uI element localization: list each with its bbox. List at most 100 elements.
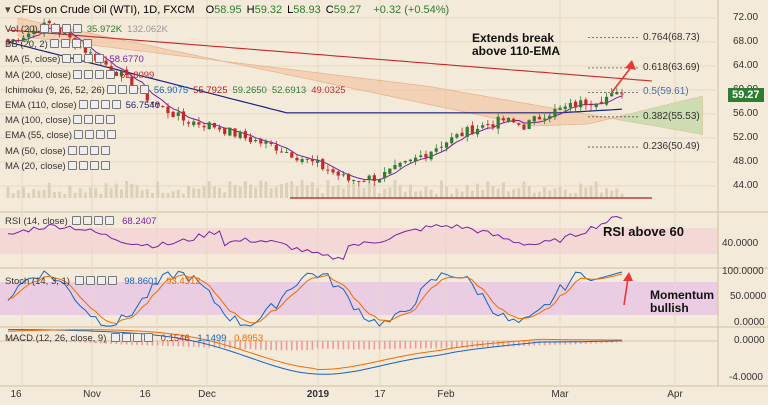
eye-icon[interactable] [67,145,77,155]
close-icon[interactable] [111,100,121,109]
legend-row[interactable]: BB (20, 2) [5,39,92,50]
settings-icon[interactable] [89,160,99,170]
close-icon[interactable] [106,115,115,125]
legend-row[interactable]: MA (5, close) 58.6770 [5,54,144,65]
eye-icon[interactable] [62,54,72,64]
gear-icon[interactable] [117,84,127,94]
eye-icon[interactable] [106,84,116,94]
macd-histogram-bar [290,341,293,351]
rsi-value: 68.2407 [122,216,157,227]
gear-icon[interactable] [60,39,70,49]
volume-bar [6,187,10,198]
settings-icon[interactable] [71,39,81,49]
candle-body [68,31,72,38]
settings-icon[interactable] [89,145,99,155]
legend-row[interactable]: Vol (20) 35.972K 132.062K [5,24,168,35]
gear-icon[interactable] [50,24,60,33]
close-icon[interactable] [100,160,110,170]
candle-body [166,106,170,114]
settings-icon[interactable] [95,69,104,79]
eye-icon[interactable] [67,160,77,170]
expand-icon[interactable]: ▾ [5,4,11,16]
legend-value: 58.6770 [109,54,144,66]
candle-body [21,37,26,41]
gear-icon[interactable] [78,160,88,170]
settings-icon[interactable] [94,216,104,225]
candle-body [419,155,423,157]
legend-row[interactable]: EMA (110, close) 56.7540 [5,100,160,111]
gear-icon[interactable] [84,115,93,125]
candle-body [37,31,41,33]
settings-icon[interactable] [95,115,104,125]
eye-icon[interactable] [73,69,82,79]
legend-row[interactable]: MA (100, close) [5,115,115,126]
settings-icon[interactable] [96,276,106,285]
macd-histogram-bar [492,341,494,347]
settings-icon[interactable] [61,24,71,33]
eye-icon[interactable] [78,100,88,109]
gear-icon[interactable] [85,276,95,285]
close-icon[interactable] [139,84,149,94]
gear-icon[interactable] [78,145,88,155]
legend-row[interactable]: MA (20, close) [5,160,110,172]
macd-histogram-bar [115,341,118,345]
eye-icon[interactable] [111,333,121,342]
close-icon[interactable] [100,145,110,155]
close-icon[interactable] [107,130,117,140]
macd-histogram-bar [389,341,391,350]
eye-icon[interactable] [39,24,49,33]
gear-icon[interactable] [83,216,93,225]
macd-histogram-bar [265,341,267,350]
close-icon[interactable] [107,276,117,285]
volume-bar [197,188,201,198]
volume-bar [506,191,510,198]
macd-histogram-bar [254,341,257,350]
legend-row[interactable]: Ichimoku (9, 26, 52, 26) 56.9075 55.7925 59… [5,84,346,96]
close-icon[interactable] [72,24,82,33]
eye-icon[interactable] [72,216,82,225]
gear-icon[interactable] [73,54,83,64]
macd-histogram-bar [38,340,40,341]
legend-row[interactable]: MA (50, close) [5,145,110,157]
ohlc-h: H59.32 [246,4,283,16]
volume-bar [176,189,180,198]
macd-line-value: 1.1499 [197,333,227,344]
legend-row[interactable]: EMA (55, close) [5,130,117,141]
close-icon[interactable] [105,216,115,225]
settings-icon[interactable] [128,84,138,94]
gear-icon[interactable] [84,69,93,79]
settings-icon[interactable] [96,130,106,140]
macd-histogram-bar [316,341,319,349]
gear-icon[interactable] [122,333,132,342]
candle-body [486,124,490,126]
candle-body [274,145,278,151]
gear-icon[interactable] [85,130,95,140]
macd-histogram-bar [48,340,51,342]
close-icon[interactable] [82,39,92,49]
macd-histogram-bar [605,341,608,343]
volume-bar [274,187,278,198]
settings-icon[interactable] [84,54,94,64]
price-tick: 72.00 [733,12,759,23]
close-icon[interactable] [95,54,105,64]
close-icon[interactable] [144,333,154,342]
settings-icon[interactable] [133,333,143,342]
eye-icon[interactable] [49,39,59,49]
volume-bar [171,191,175,198]
eye-icon[interactable] [73,115,82,125]
gear-icon[interactable] [89,100,99,109]
ma200-line [7,29,653,82]
legend-row[interactable]: MA (200, close) 61.8099 [5,69,154,81]
volume-bar [537,191,541,198]
ohlc-readout: O58.95 H59.32 L58.93 C59.27 [206,4,367,16]
candle-body [341,174,345,176]
candle-body [130,76,134,88]
close-icon[interactable] [106,69,115,79]
settings-icon[interactable] [100,100,110,109]
candle-body [186,122,191,124]
eye-icon[interactable] [74,130,84,140]
eye-icon[interactable] [74,276,84,285]
candle-body [563,106,567,109]
